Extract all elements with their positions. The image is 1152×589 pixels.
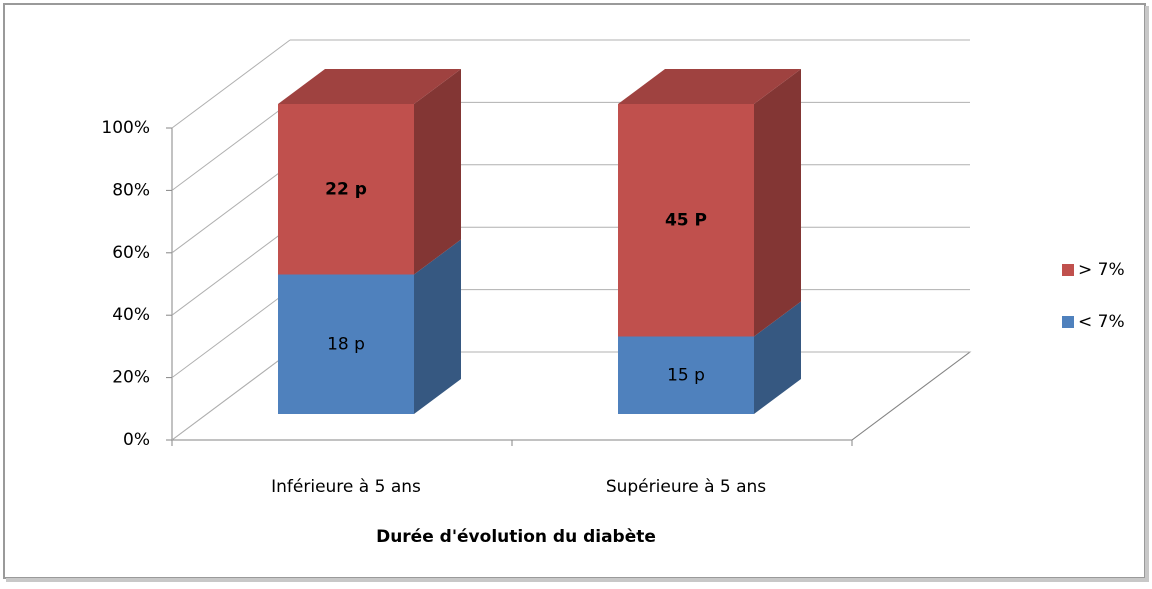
y-tick-label: 60% bbox=[112, 243, 150, 263]
grid-line-side bbox=[171, 39, 291, 129]
y-tick-label: 100% bbox=[101, 118, 150, 138]
grid-line-side bbox=[171, 226, 291, 316]
data-label: 18 p bbox=[327, 334, 365, 354]
data-label: 22 p bbox=[325, 179, 367, 199]
grid-line-side bbox=[171, 351, 291, 441]
y-tick-label: 20% bbox=[112, 368, 150, 388]
bar-side bbox=[754, 69, 801, 337]
bar-top bbox=[618, 69, 801, 104]
y-tick-label: 0% bbox=[123, 430, 150, 450]
legend-swatch bbox=[1062, 316, 1074, 328]
grid-line-side bbox=[171, 164, 291, 254]
bar-front bbox=[278, 104, 414, 275]
frame-shadow bbox=[1145, 6, 1149, 582]
frame-shadow bbox=[6, 578, 1147, 582]
x-axis-depth bbox=[851, 351, 971, 441]
x-axis-title: Durée d'évolution du diabète bbox=[376, 527, 656, 547]
legend-swatch bbox=[1062, 264, 1074, 276]
bar-front bbox=[618, 336, 754, 414]
x-tick-label: Inférieure à 5 ans bbox=[271, 477, 421, 497]
bar-front bbox=[278, 274, 414, 414]
y-tick-label: 40% bbox=[112, 305, 150, 325]
data-label: 15 p bbox=[667, 365, 705, 385]
data-label: 45 P bbox=[665, 210, 707, 230]
chart-frame bbox=[3, 3, 1146, 579]
bar-side bbox=[414, 69, 461, 275]
bar-side bbox=[754, 301, 801, 414]
grid-line-side bbox=[171, 289, 291, 379]
x-tick-label: Supérieure à 5 ans bbox=[606, 477, 766, 497]
bar-side bbox=[414, 239, 461, 414]
bar-front bbox=[618, 104, 754, 337]
bar-top bbox=[278, 69, 461, 104]
y-tick-label: 80% bbox=[112, 180, 150, 200]
grid-line-side bbox=[171, 101, 291, 191]
legend-label: > 7% bbox=[1078, 260, 1125, 280]
legend-label: < 7% bbox=[1078, 312, 1125, 332]
